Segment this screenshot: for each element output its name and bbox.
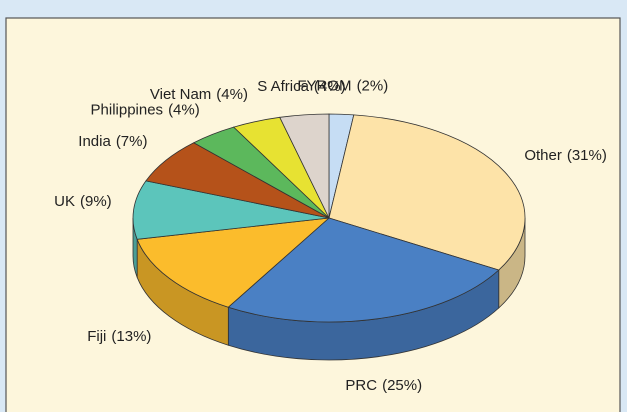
slice-label: Viet Nam (4%) xyxy=(150,86,248,103)
category-label: Philippines xyxy=(91,102,164,119)
value-label: (4%) xyxy=(216,86,248,103)
slice-label: Philippines (4%) xyxy=(91,102,200,119)
value-label: (4%) xyxy=(168,102,200,119)
slice xyxy=(279,113,330,219)
category-label: PRC xyxy=(345,377,377,394)
value-label: (31%) xyxy=(567,147,607,164)
value-label: (7%) xyxy=(116,133,148,150)
category-label: Fiji xyxy=(87,328,106,345)
category-label: Other xyxy=(524,147,562,164)
slice-label: PRC (25%) xyxy=(345,377,422,394)
slice-label: India (7%) xyxy=(78,133,147,150)
slice xyxy=(328,114,526,271)
slice-label: S Africa (4%) xyxy=(257,78,345,95)
slice xyxy=(136,217,331,308)
value-label: (4%) xyxy=(314,78,346,95)
value-label: (25%) xyxy=(382,377,422,394)
value-label: (2%) xyxy=(357,77,389,94)
slice xyxy=(132,180,330,240)
category-label: India xyxy=(78,133,111,150)
slice-label: UK (9%) xyxy=(54,193,112,210)
category-label: FYROM xyxy=(297,77,351,94)
slice-label: Other (31%) xyxy=(524,147,607,164)
category-label: S Africa xyxy=(257,78,309,95)
value-label: (13%) xyxy=(111,328,151,345)
slice-label: Fiji (13%) xyxy=(87,328,151,345)
category-label: UK xyxy=(54,193,75,210)
slice-label: FYROM (2%) xyxy=(297,77,388,94)
slice xyxy=(227,217,500,323)
value-label: (9%) xyxy=(80,193,112,210)
category-label: Viet Nam xyxy=(150,86,211,103)
